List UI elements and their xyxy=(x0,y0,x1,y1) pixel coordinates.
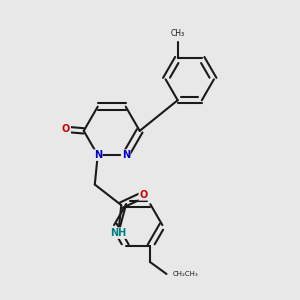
Text: N: N xyxy=(122,150,130,160)
Text: O: O xyxy=(62,124,70,134)
Text: O: O xyxy=(139,190,148,200)
Text: CH₃: CH₃ xyxy=(171,29,185,38)
Text: CH₂CH₃: CH₂CH₃ xyxy=(172,271,198,277)
Text: NH: NH xyxy=(110,228,127,238)
Text: N: N xyxy=(94,150,102,160)
